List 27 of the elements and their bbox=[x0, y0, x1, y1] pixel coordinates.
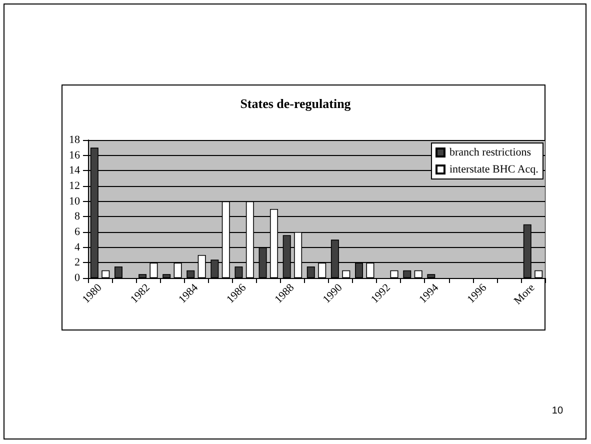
bar bbox=[114, 266, 122, 278]
y-tick-label: 16 bbox=[69, 149, 80, 162]
bar bbox=[534, 270, 543, 278]
bar bbox=[102, 270, 110, 278]
legend-label: branch restrictions bbox=[449, 146, 532, 158]
bar bbox=[414, 270, 422, 278]
bar bbox=[403, 270, 412, 278]
y-tick-label: 18 bbox=[69, 134, 80, 146]
bar bbox=[306, 266, 315, 278]
y-tick-label: 4 bbox=[74, 241, 80, 254]
bar bbox=[186, 270, 195, 278]
chart-title: States de-regulating bbox=[240, 96, 352, 111]
y-tick-label: 0 bbox=[74, 272, 80, 284]
legend-label: interstate BHC Acq. bbox=[449, 164, 539, 176]
bar bbox=[234, 266, 243, 278]
y-tick-label: 12 bbox=[69, 180, 80, 192]
bar bbox=[427, 274, 436, 278]
y-tick-label: 10 bbox=[69, 195, 80, 208]
text: 10 bbox=[552, 406, 564, 416]
y-tick-label: 8 bbox=[74, 210, 80, 223]
bar bbox=[162, 274, 171, 278]
y-tick-label: 14 bbox=[69, 164, 80, 177]
y-tick-label: 2 bbox=[74, 256, 80, 269]
bar bbox=[390, 270, 398, 278]
y-tick-label: 6 bbox=[74, 226, 80, 238]
bar bbox=[138, 274, 147, 278]
bar bbox=[342, 270, 350, 278]
